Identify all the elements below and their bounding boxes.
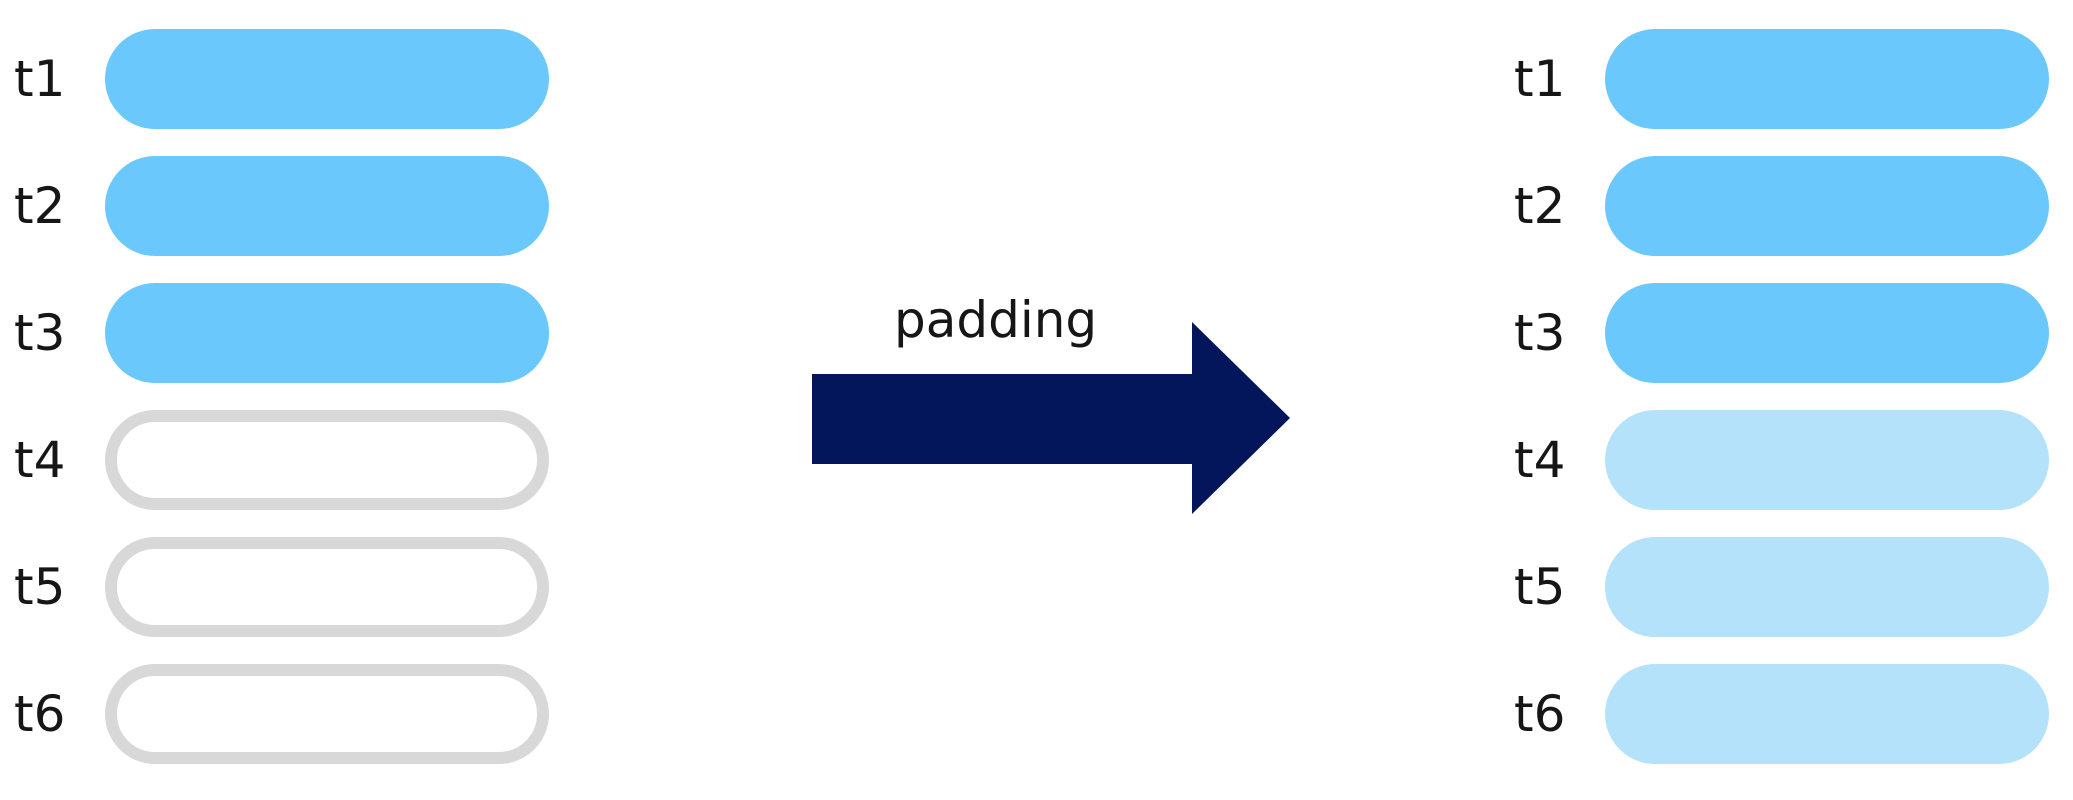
token-padded bbox=[1605, 537, 2049, 637]
token-label: t5 bbox=[1514, 558, 1566, 616]
token-padded bbox=[1605, 664, 2049, 764]
arrow-shape bbox=[812, 322, 1290, 514]
token-label: t1 bbox=[14, 50, 66, 108]
token-padded bbox=[1605, 410, 2049, 510]
token-label: t4 bbox=[1514, 431, 1566, 489]
token-filled bbox=[1605, 283, 2049, 383]
token-empty bbox=[105, 410, 549, 510]
token-label: t2 bbox=[1514, 177, 1566, 235]
token-empty bbox=[105, 664, 549, 764]
token-filled bbox=[105, 283, 549, 383]
token-empty bbox=[105, 537, 549, 637]
token-label: t6 bbox=[1514, 685, 1566, 743]
right-arrow-icon bbox=[812, 322, 1290, 514]
token-label: t1 bbox=[1514, 50, 1566, 108]
token-filled bbox=[105, 29, 549, 129]
padding-label: padding bbox=[894, 291, 1098, 349]
padding-transition: padding bbox=[812, 290, 1292, 520]
token-label: t2 bbox=[14, 177, 66, 235]
token-label: t4 bbox=[14, 431, 66, 489]
token-label: t3 bbox=[14, 304, 66, 362]
token-label: t3 bbox=[1514, 304, 1566, 362]
token-filled bbox=[105, 156, 549, 256]
token-filled bbox=[1605, 156, 2049, 256]
token-label: t6 bbox=[14, 685, 66, 743]
token-filled bbox=[1605, 29, 2049, 129]
token-label: t5 bbox=[14, 558, 66, 616]
